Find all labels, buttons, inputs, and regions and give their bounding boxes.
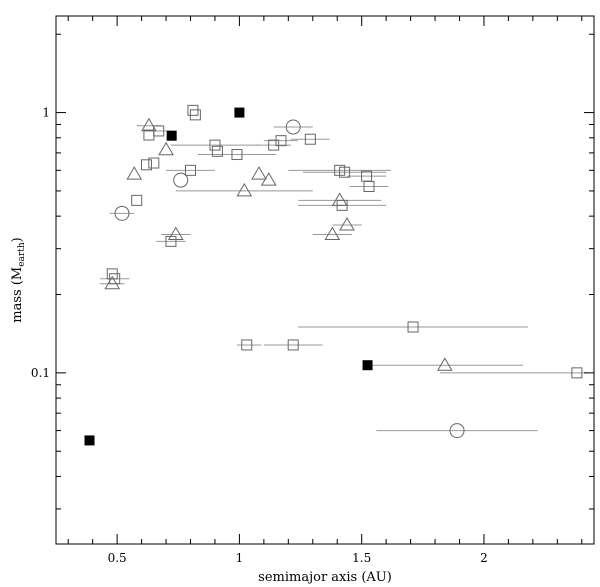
y-tick-label: 0.1 [31, 366, 50, 380]
open-square-marker [148, 157, 160, 169]
open-triangle-marker [251, 166, 267, 180]
open-circle-marker [114, 205, 130, 221]
data-points [84, 104, 583, 446]
x-tick-label: 1 [236, 551, 244, 565]
open-triangle-marker [331, 192, 348, 206]
open-square-marker [189, 109, 201, 121]
open-triangle-marker [104, 275, 121, 290]
open-square-marker [241, 339, 253, 351]
open-square-marker [231, 149, 243, 161]
open-triangle-marker [158, 141, 174, 156]
open-triangle-marker [126, 166, 143, 180]
y-axis-label-close: ) [10, 237, 25, 242]
open-square-marker [268, 139, 280, 151]
axis-ticks [56, 16, 594, 544]
open-triangle-marker [141, 117, 157, 132]
x-tick-label: 1.5 [352, 551, 371, 565]
open-square-marker [571, 367, 583, 379]
open-square-marker [407, 321, 419, 333]
open-triangle-marker [436, 357, 453, 371]
open-square-marker [185, 164, 196, 176]
open-square-marker [143, 129, 155, 141]
open-square-marker [131, 194, 143, 206]
error-bars [100, 125, 587, 432]
open-triangle-marker [339, 216, 355, 231]
open-square-marker [275, 135, 287, 147]
plot-frame [55, 15, 595, 545]
x-axis-label: semimajor axis (AU) [258, 570, 392, 585]
open-circle-marker [449, 423, 465, 439]
y-axis-label-subscript: earth [17, 242, 27, 267]
open-triangle-marker [236, 182, 253, 197]
open-square-marker [339, 166, 351, 178]
y-axis-label: mass (Mearth) [10, 237, 27, 322]
filled-square-marker [362, 360, 373, 371]
open-circle-marker [285, 119, 301, 135]
open-square-marker [336, 199, 348, 211]
open-square-marker [209, 139, 221, 151]
open-square-marker [363, 180, 375, 192]
y-tick-label: 1 [42, 106, 50, 120]
open-square-marker [287, 339, 299, 351]
open-circle-marker [173, 172, 189, 188]
open-square-marker [304, 133, 316, 145]
tick-labels: 0.5 1 1.5 2 0.1 1 [31, 106, 488, 565]
filled-square-marker [234, 107, 245, 118]
open-triangle-marker [260, 172, 277, 186]
filled-square-marker [166, 130, 177, 141]
open-square-marker [109, 273, 121, 285]
open-square-marker [140, 159, 152, 171]
x-tick-label: 2 [480, 551, 488, 565]
open-triangle-marker [324, 226, 341, 241]
x-tick-label: 0.5 [108, 551, 127, 565]
open-square-marker [211, 145, 223, 157]
filled-square-marker [84, 435, 95, 446]
y-axis-label-main: mass (M [10, 267, 25, 323]
open-square-marker [165, 235, 177, 247]
